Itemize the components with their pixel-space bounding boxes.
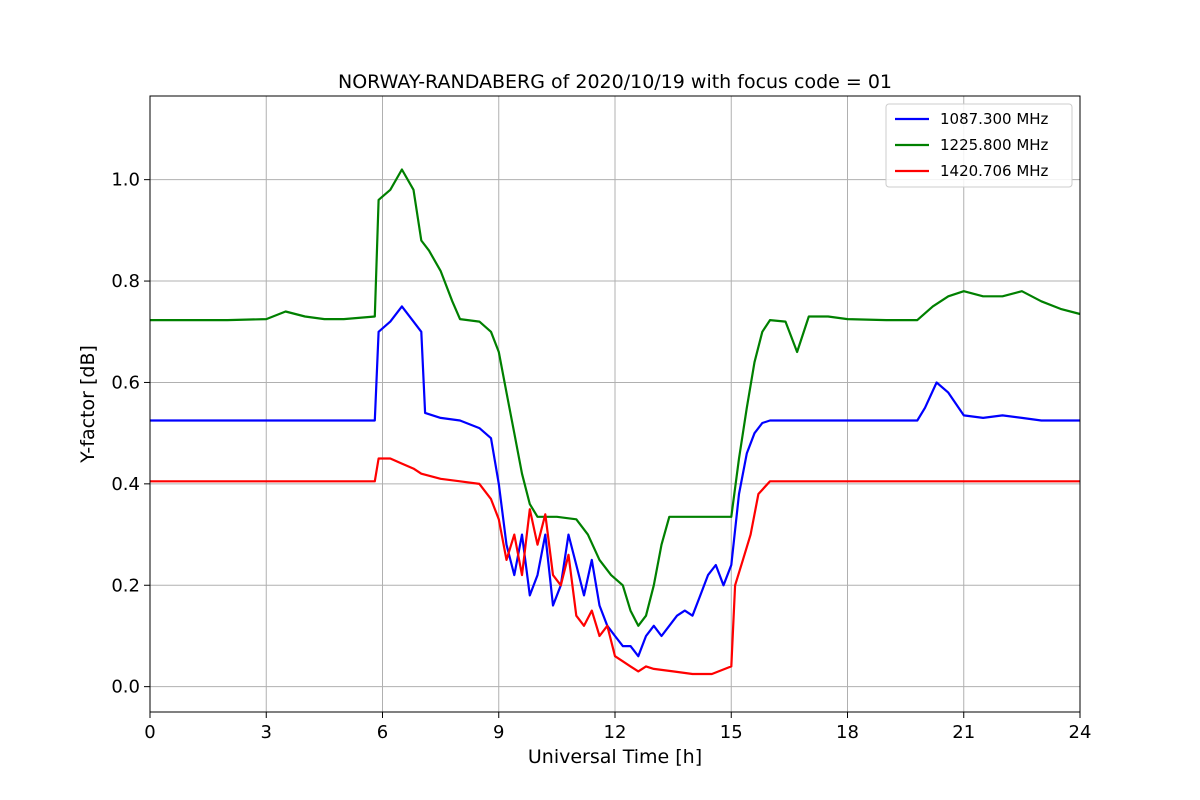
x-tick-label: 15	[720, 722, 743, 743]
x-axis: 0 3 6 9 12 15 18 21 24	[144, 712, 1091, 743]
legend: 1087.300 MHz 1225.800 MHz 1420.706 MHz	[885, 103, 1073, 188]
y-tick-label: 0.8	[111, 271, 140, 292]
y-tick-label: 0.4	[111, 474, 140, 495]
x-tick-label: 12	[604, 722, 627, 743]
y-tick-label: 0.6	[111, 372, 140, 393]
series-line-0	[150, 305, 1080, 658]
legend-label: 1087.300 MHz	[940, 110, 1049, 128]
x-axis-label: Universal Time [h]	[528, 746, 702, 768]
y-axis: 0.0 0.2 0.4 0.6 0.8 1.0	[111, 170, 150, 698]
x-tick-label: 18	[836, 722, 859, 743]
y-tick-label: 1.0	[111, 170, 140, 191]
y-tick-label: 0.2	[111, 575, 140, 596]
y-axis-label: Y-factor [dB]	[77, 345, 99, 464]
chart-title: NORWAY-RANDABERG of 2020/10/19 with focu…	[338, 71, 892, 93]
x-tick-label: 3	[261, 722, 272, 743]
legend-label: 1420.706 MHz	[940, 162, 1049, 180]
x-tick-label: 0	[144, 722, 155, 743]
x-tick-label: 21	[952, 722, 975, 743]
legend-label: 1225.800 MHz	[940, 136, 1049, 154]
x-tick-label: 6	[377, 722, 388, 743]
y-tick-label: 0.0	[111, 677, 140, 698]
series-lines	[150, 168, 1081, 676]
series-line-1	[150, 168, 1081, 627]
x-tick-label: 24	[1069, 722, 1092, 743]
x-tick-label: 9	[493, 722, 504, 743]
series-line-2	[150, 457, 1080, 676]
legend-box	[885, 103, 1073, 188]
